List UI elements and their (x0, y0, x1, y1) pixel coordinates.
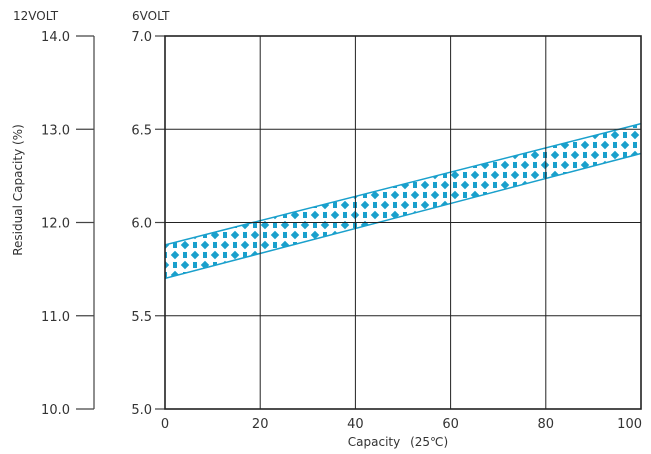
tick-label-6v: 5.5 (131, 310, 152, 325)
x-axis-title-suffix: (25℃) (410, 435, 448, 449)
y-axis-title: Residual Capacity (%) (11, 124, 25, 256)
tick-label-12v: 11.0 (41, 310, 70, 325)
plot-frame (164, 35, 642, 410)
tick-label-x: 80 (538, 417, 555, 432)
tick-label-6v: 6.5 (131, 123, 152, 138)
tick-group-6v: 5.0 5.5 6.0 6.5 7.0 (131, 30, 165, 418)
x-tick-group: 0 20 40 60 80 100 (161, 417, 642, 432)
unit-label-12v: 12VOLT (13, 9, 59, 23)
tick-label-x: 60 (442, 417, 459, 432)
tick-label-x: 0 (161, 417, 169, 432)
band-lower-line (165, 152, 641, 280)
band-upper-line (165, 122, 641, 246)
x-axis-title-main: Capacity (348, 435, 400, 449)
x-axis-title: Capacity (25℃) (348, 435, 448, 449)
tick-label-x: 40 (347, 417, 364, 432)
grid (165, 36, 641, 409)
tick-label-12v: 12.0 (41, 217, 70, 232)
tick-label-6v: 6.0 (131, 217, 152, 232)
unit-label-6v: 6VOLT (132, 9, 170, 23)
tick-label-6v: 5.0 (131, 403, 152, 418)
tick-label-12v: 10.0 (41, 403, 70, 418)
tick-label-6v: 7.0 (131, 30, 152, 45)
tick-label-x: 20 (252, 417, 269, 432)
tick-label-12v: 14.0 (41, 30, 70, 45)
tick-label-x: 100 (617, 417, 642, 432)
residual-capacity-band (165, 123, 641, 279)
tick-label-12v: 13.0 (41, 123, 70, 138)
tick-group-12v: 10.0 11.0 12.0 13.0 14.0 (41, 30, 94, 418)
